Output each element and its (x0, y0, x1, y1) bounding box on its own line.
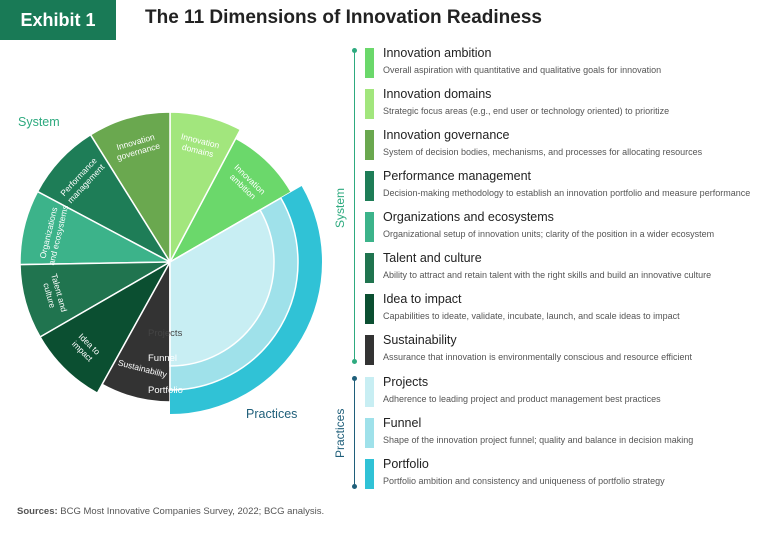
practices-bracket-dot (352, 484, 357, 489)
legend-item-title: Innovation ambition (383, 46, 492, 60)
sources-text: BCG Most Innovative Companies Survey, 20… (60, 506, 325, 517)
legend-item-title: Portfolio (383, 457, 429, 471)
segment-innovation-governance (89, 111, 171, 265)
ring-label-portfolio: Portfolio (148, 385, 183, 396)
legend-item-title: Performance management (383, 169, 531, 183)
legend-item-description: Decision-making methodology to establish… (383, 188, 751, 198)
practice-rings (169, 186, 323, 414)
legend-item-description: Strategic focus areas (e.g., end user or… (383, 106, 670, 116)
legend-item-description: Organizational setup of innovation units… (383, 229, 715, 239)
legend-item-description: System of decision bodies, mechanisms, a… (383, 147, 703, 157)
legend-item-title: Organizations and ecosystems (383, 210, 554, 224)
legend-swatch (365, 294, 374, 324)
legend-swatch (365, 130, 374, 160)
legend-swatch (365, 171, 374, 201)
wheel-practices-label: Practices (246, 407, 297, 421)
legend-item-description: Portfolio ambition and consistency and u… (383, 476, 665, 486)
legend-item-title: Projects (383, 375, 429, 389)
legend-item-title: Sustainability (383, 333, 457, 347)
legend-item-description: Overall aspiration with quantitative and… (383, 65, 662, 75)
ring-label-funnel: Funnel (148, 353, 177, 364)
practices-bracket-dot (352, 376, 357, 381)
dimensions-wheel: InnovationambitionInnovationdomainsInnov… (18, 111, 323, 421)
legend-swatch (365, 48, 374, 78)
legend-item-title: Innovation governance (383, 128, 510, 142)
practices-bracket (354, 378, 355, 486)
legend-item-description: Assurance that innovation is environment… (383, 352, 693, 362)
exhibit-label: Exhibit 1 (0, 0, 116, 40)
page-title: The 11 Dimensions of Innovation Readines… (145, 7, 542, 28)
system-segments (19, 111, 293, 403)
system-bracket-dot (352, 48, 357, 53)
ring-label-projects: Projects (148, 328, 183, 339)
segment-idea-to-impact (39, 259, 172, 395)
legend-item-description: Ability to attract and retain talent wit… (383, 270, 712, 280)
ring-projects (169, 208, 275, 367)
legend-item-title: Innovation domains (383, 87, 492, 101)
sources-note: Sources: BCG Most Innovative Companies S… (17, 506, 324, 517)
legend-item-description: Adherence to leading project and product… (383, 394, 661, 404)
legend-swatch (365, 418, 374, 448)
wheel-system-label: System (18, 115, 60, 129)
legend-item-title: Funnel (383, 416, 422, 430)
system-bracket-dot (352, 359, 357, 364)
legend-swatch (365, 459, 374, 489)
legend-item-description: Capabilities to ideate, validate, incuba… (383, 311, 680, 321)
legend-swatch (365, 335, 374, 365)
legend-item-description: Shape of the innovation project funnel; … (383, 435, 694, 445)
legend-swatch (365, 253, 374, 283)
system-bracket (354, 50, 355, 361)
segment-sustainability (101, 259, 171, 403)
legend-swatch (365, 377, 374, 407)
legend-swatch (365, 89, 374, 119)
sources-label: Sources: (17, 506, 58, 517)
legend-item-title: Idea to impact (383, 292, 462, 306)
legend-swatch (365, 212, 374, 242)
legend-item-title: Talent and culture (383, 251, 482, 265)
